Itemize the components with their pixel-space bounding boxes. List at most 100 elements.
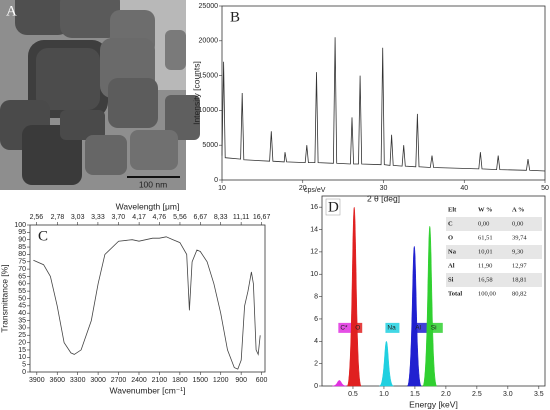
table-header: W % <box>478 206 493 213</box>
plot-frame <box>29 224 266 373</box>
table-cell: 39,74 <box>512 234 527 241</box>
peak-label-box <box>338 322 353 333</box>
table-row-bg <box>446 217 542 231</box>
cube <box>15 0 70 35</box>
x-tick-label: 1.5 <box>410 391 420 398</box>
table-cell: C <box>448 220 453 227</box>
table-row-bg <box>446 273 542 287</box>
peak <box>332 380 347 387</box>
peak-label-box <box>385 322 400 333</box>
table-cell: 0,00 <box>478 220 489 227</box>
y-tick-label: 60 <box>18 281 26 288</box>
table-cell: Total <box>448 290 462 297</box>
y-tick-label: 65 <box>18 273 26 280</box>
x-tick-label: 2700 <box>111 377 127 384</box>
y-axis-label: cps/eV <box>304 187 326 194</box>
y-tick-label: 2 <box>314 360 318 367</box>
table-cell: O <box>448 234 453 241</box>
y-tick-label: 15 <box>18 347 26 354</box>
y-tick-label: 16 <box>310 204 318 211</box>
y-tick-label: 35 <box>18 317 26 324</box>
y-tick-label: 4 <box>314 338 318 345</box>
y-tick-label: 20000 <box>199 38 219 45</box>
x-tick-label: 10 <box>218 185 226 192</box>
table-cell: 16,58 <box>478 276 493 283</box>
table-cell: 11,90 <box>478 262 492 269</box>
y-tick-label: 8 <box>314 293 318 300</box>
y-tick-label: 25000 <box>199 3 219 10</box>
x-tick-label: 2.0 <box>441 391 451 398</box>
cube <box>165 95 200 140</box>
table-cell: 0,00 <box>512 220 523 227</box>
y-tick-label: 10000 <box>199 107 219 114</box>
cube <box>36 48 100 110</box>
x-tick-label: 2400 <box>131 377 147 384</box>
cube <box>108 78 158 128</box>
x-tick-label: 20 <box>299 185 307 192</box>
table-cell: 100,00 <box>478 290 496 297</box>
x-tick-label: 2.5 <box>472 391 482 398</box>
x-tick-label: 1.0 <box>379 391 389 398</box>
table-header: A % <box>512 206 524 213</box>
x-tick-label: 3.5 <box>534 391 544 398</box>
cube <box>60 0 120 38</box>
panel-label: B <box>230 9 240 25</box>
table-cell: Si <box>448 276 454 283</box>
y-tick-label: 14 <box>310 226 318 233</box>
panel-label: C <box>38 228 48 244</box>
peak <box>407 246 422 387</box>
cube <box>85 135 127 175</box>
x-tick-label: 3600 <box>49 377 65 384</box>
data-line <box>33 236 261 370</box>
x2-axis-label: Wavelength [μm] <box>116 201 180 211</box>
peak-label: Si <box>431 325 437 332</box>
x2-tick-label: 6,67 <box>194 214 208 221</box>
x-tick-label: 50 <box>541 185 549 192</box>
y-tick-label: 5000 <box>202 142 218 149</box>
peak-label: Al <box>415 325 421 332</box>
x2-tick-label: 11,11 <box>233 214 250 221</box>
x-axis-label: Energy [keV] <box>409 399 458 409</box>
x-axis-label: 2 θ [deg] <box>367 193 400 203</box>
x2-tick-label: 5,56 <box>173 214 187 221</box>
peak-label-box <box>413 322 428 333</box>
x-tick-label: 30 <box>380 185 388 192</box>
y-tick-label: 10 <box>310 271 318 278</box>
x-tick-label: 3300 <box>70 377 86 384</box>
x-tick-label: 600 <box>256 377 268 384</box>
y-tick-label: 12 <box>310 249 318 256</box>
table-cell: Na <box>448 248 457 255</box>
y-tick-label: 50 <box>18 295 26 302</box>
panel-label: A <box>6 3 17 19</box>
y-tick-label: 45 <box>18 303 26 310</box>
y-tick-label: 0 <box>22 369 26 376</box>
y-tick-label: 70 <box>18 266 26 273</box>
x-tick-label: 900 <box>235 377 247 384</box>
x2-tick-label: 8,33 <box>214 214 228 221</box>
table-cell: 12,97 <box>512 262 527 269</box>
y-axis-label: Intensity [counts] <box>191 61 201 125</box>
peak-label-box <box>353 322 363 333</box>
peak-label: Na <box>387 325 396 332</box>
panel-label-box <box>228 9 242 25</box>
y-tick-label: 85 <box>18 244 26 251</box>
table-header: Elt <box>448 206 457 213</box>
x-tick-label: 3900 <box>29 377 45 384</box>
cube <box>130 130 178 170</box>
y-tick-label: 90 <box>18 237 26 244</box>
x2-tick-label: 3,33 <box>91 214 105 221</box>
x-tick-label: 40 <box>460 185 468 192</box>
x-tick-label: 3.0 <box>503 391 513 398</box>
y-tick-label: 20 <box>18 339 26 346</box>
table-cell: 10,01 <box>478 248 493 255</box>
peak-label: O <box>355 325 360 332</box>
cube <box>60 110 105 140</box>
y-tick-label: 100 <box>14 222 26 229</box>
x-tick-label: 2100 <box>152 377 168 384</box>
y-tick-label: 15000 <box>199 72 219 79</box>
x2-tick-label: 16,67 <box>253 214 271 221</box>
x-tick-label: 1200 <box>213 377 229 384</box>
panel-label: D <box>328 199 339 215</box>
y-tick-label: 55 <box>18 288 26 295</box>
